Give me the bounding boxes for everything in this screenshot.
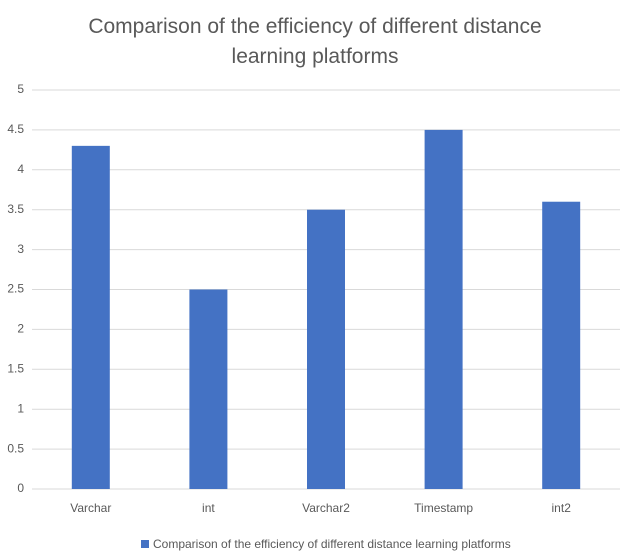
y-tick-label: 4.5 — [7, 122, 24, 136]
bar — [424, 129, 463, 489]
bar — [189, 289, 228, 489]
y-tick-label: 0.5 — [7, 441, 24, 455]
y-tick-label: 3 — [17, 242, 24, 256]
x-tick-label: int2 — [552, 501, 572, 515]
y-tick-label: 2.5 — [7, 282, 24, 296]
x-tick-label: Varchar2 — [302, 501, 350, 515]
y-tick-label: 3.5 — [7, 202, 24, 216]
y-tick-label: 1 — [17, 401, 24, 415]
legend-swatch — [141, 540, 149, 548]
legend-label: Comparison of the efficiency of differen… — [153, 537, 511, 551]
x-tick-label: Timestamp — [414, 501, 473, 515]
x-tick-label: int — [202, 501, 215, 515]
bar — [71, 145, 110, 490]
bar — [307, 209, 345, 489]
y-tick-label: 1.5 — [7, 361, 24, 375]
y-tick-label: 2 — [17, 322, 24, 336]
y-tick-label: 5 — [17, 82, 24, 96]
y-tick-label: 0 — [17, 481, 24, 495]
bar — [542, 201, 581, 489]
x-tick-label: Varchar — [70, 501, 111, 515]
y-tick-label: 4 — [17, 162, 24, 176]
chart-title: Comparison of the efficiency of differen… — [88, 15, 542, 68]
